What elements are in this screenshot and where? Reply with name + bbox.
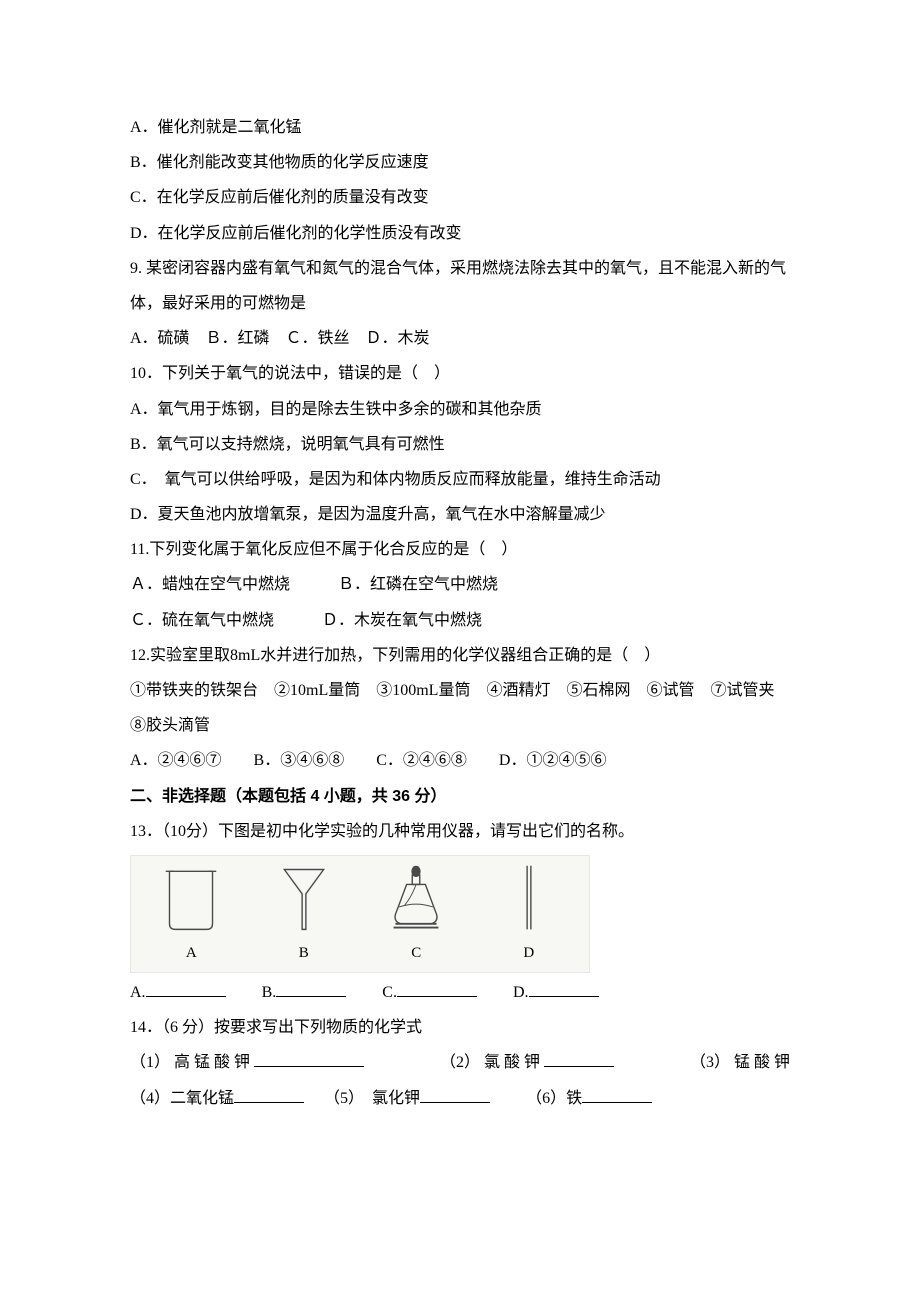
q14-i2-blank[interactable] [544,1050,614,1067]
q14-i3-label: （3） 锰 酸 钾 [690,1054,790,1071]
apparatus-c-cell: C [360,862,473,970]
q13-a-prefix: A. [130,984,146,1001]
apparatus-d-cell: D [473,862,586,970]
q13-d-prefix: D. [513,984,529,1001]
q13-c-prefix: C. [382,984,397,1001]
q14-i4-blank[interactable] [234,1086,304,1103]
q14-i1-blank[interactable] [254,1050,364,1067]
apparatus-b-label: B [299,937,309,970]
q13-b-blank[interactable] [276,980,346,997]
q14-i6-label: （6）铁 [526,1090,582,1107]
q14-i6-blank[interactable] [582,1086,652,1103]
glass-rod-icon [509,862,549,935]
apparatus-figure: A B C D [130,855,590,973]
q14-i4-label: （4）二氧化锰 [130,1090,234,1107]
q14-i5-label: （5） 氯化钾 [324,1090,420,1107]
q9-options: A．硫磺 Ｂ．红磷 Ｃ．铁丝 Ｄ．木炭 [130,321,790,356]
q12-items: ①带铁夹的铁架台 ②10mL量筒 ③100mL量筒 ④酒精灯 ⑤石棉网 ⑥试管 … [130,673,790,743]
q8-option-d: D．在化学反应前后催化剂的化学性质没有改变 [130,216,790,251]
q12-stem: 12.实验室里取8mL水并进行加热，下列需用的化学仪器组合正确的是（ ） [130,638,790,673]
q10-option-d: D．夏天鱼池内放增氧泵，是因为温度升高，氧气在水中溶解量减少 [130,497,790,532]
alcohol-lamp-icon [376,862,456,935]
q13-b-prefix: B. [262,984,277,1001]
apparatus-c-label: C [411,937,421,970]
apparatus-d-label: D [523,937,534,970]
q11-row1: Ａ．蜡烛在空气中燃烧 Ｂ．红磷在空气中燃烧 [130,567,790,602]
q8-option-b: B．催化剂能改变其他物质的化学反应速度 [130,145,790,180]
q12-options: A．②④⑥⑦ B．③④⑥⑧ C．②④⑥⑧ D．①②④⑤⑥ [130,743,790,778]
q8-option-a: A．催化剂就是二氧化锰 [130,110,790,145]
q14-row1: （1） 高 锰 酸 钾 （2） 氯 酸 钾 （3） 锰 酸 钾 [130,1045,790,1080]
q11-stem: 11.下列变化属于氧化反应但不属于化合反应的是（ ） [130,532,790,567]
q9-stem: 9. 某密闭容器内盛有氧气和氮气的混合气体，采用燃烧法除去其中的氧气，且不能混入… [130,251,790,321]
q14-row2: （4）二氧化锰 （5） 氯化钾 （6）铁 [130,1081,790,1116]
q13-c-blank[interactable] [397,980,477,997]
q13-a-blank[interactable] [146,980,226,997]
q10-option-c: C． 氧气可以供给呼吸，是因为和体内物质反应而释放能量，维持生命活动 [130,462,790,497]
q10-option-a: A．氧气用于炼钢，目的是除去生铁中多余的碳和其他杂质 [130,392,790,427]
section-2-title: 二、非选择题（本题包括 4 小题，共 36 分） [130,779,790,814]
q10-stem: 10．下列关于氧气的说法中，错误的是（ ） [130,356,790,391]
q13-answer-line: A. B. C. D. [130,975,790,1010]
apparatus-a-label: A [186,937,197,970]
q10-option-b: B．氧气可以支持燃烧，说明氧气具有可燃性 [130,427,790,462]
q14-i1-label: （1） 高 锰 酸 钾 [130,1054,250,1071]
q8-option-c: C．在化学反应前后催化剂的质量没有改变 [130,180,790,215]
page-container: A．催化剂就是二氧化锰 B．催化剂能改变其他物质的化学反应速度 C．在化学反应前… [0,0,920,1302]
apparatus-b-cell: B [248,862,361,970]
q13-stem: 13．（10分）下图是初中化学实验的几种常用仪器，请写出它们的名称。 [130,814,790,849]
q11-row2: Ｃ．硫在氧气中燃烧 Ｄ．木炭在氧气中燃烧 [130,603,790,638]
q14-stem: 14．（6 分）按要求写出下列物质的化学式 [130,1010,790,1045]
q14-i5-blank[interactable] [420,1086,490,1103]
beaker-icon [156,862,226,935]
q13-d-blank[interactable] [529,980,599,997]
funnel-icon [269,862,339,935]
q14-i2-label: （2） 氯 酸 钾 [440,1054,540,1071]
apparatus-a-cell: A [135,862,248,970]
